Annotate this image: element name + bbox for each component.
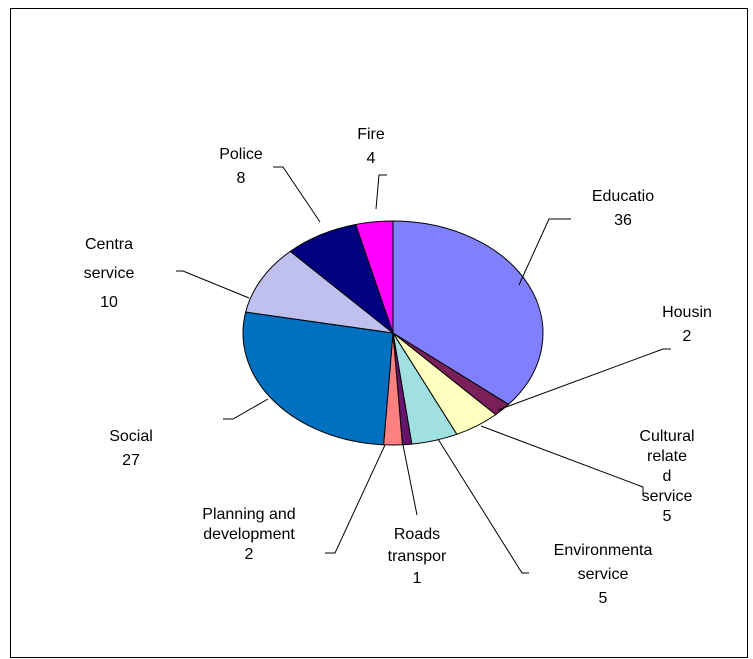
- data-label: Planning and development 2: [202, 506, 295, 563]
- leader-line: [223, 398, 269, 420]
- data-label-text: Police: [219, 146, 263, 163]
- leader-line: [325, 444, 386, 554]
- data-label-value: 2: [245, 546, 254, 563]
- data-label-value: 8: [237, 170, 246, 187]
- data-label-text: Environmenta: [554, 542, 653, 559]
- data-label-text: transpor: [388, 548, 447, 565]
- pie-slice: [392, 220, 544, 406]
- leader-line: [176, 270, 250, 299]
- leader-line: [518, 218, 571, 286]
- leader-line: [402, 444, 418, 516]
- data-label-value: 10: [100, 294, 118, 311]
- data-label-text: Housin: [662, 304, 712, 321]
- leader-line: [497, 348, 671, 411]
- data-label-text: Social: [109, 428, 153, 445]
- data-label-value: 27: [122, 452, 140, 469]
- data-label-value: 36: [614, 212, 632, 229]
- data-label-value: 4: [367, 150, 376, 167]
- data-label: Environmenta service 5: [554, 542, 653, 607]
- pie-chart: Educatio 36 Housin 2 Cultural relate d service 5…: [84, 126, 712, 607]
- data-label: Educatio 36: [592, 188, 654, 229]
- data-label-value: 5: [599, 590, 608, 607]
- leader-line: [273, 166, 321, 223]
- data-label-value: 2: [683, 328, 692, 345]
- data-label: Police 8: [219, 146, 263, 187]
- data-label-text: service: [642, 488, 693, 505]
- data-label-text: service: [84, 265, 135, 282]
- data-label: Centra service 10: [84, 236, 135, 311]
- data-label-text: Roads: [394, 526, 440, 543]
- pie-slice: [242, 311, 394, 446]
- data-label-text: development: [203, 526, 295, 543]
- data-label-value: 5: [663, 508, 672, 525]
- leader-line: [375, 174, 387, 210]
- data-label: Roads transpor 1: [388, 526, 447, 587]
- data-label-text: Planning and: [202, 506, 295, 523]
- leader-line: [480, 425, 644, 495]
- data-label-text: Fire: [357, 126, 385, 143]
- data-label: Housin 2: [662, 304, 712, 345]
- data-label-text: Centra: [85, 236, 133, 253]
- pie-slice: [355, 220, 394, 334]
- leader-line: [437, 438, 529, 574]
- data-label-value: 1: [413, 570, 422, 587]
- data-label-text: Educatio: [592, 188, 654, 205]
- data-label: Social 27: [109, 428, 153, 469]
- data-label-text: Cultural: [639, 428, 694, 445]
- data-label: Fire 4: [357, 126, 385, 167]
- data-label-text: service: [578, 566, 629, 583]
- data-label-text: d: [663, 468, 672, 485]
- chart-frame: Educatio 36 Housin 2 Cultural relate d service 5…: [10, 8, 748, 658]
- pie-slice: [245, 250, 395, 334]
- data-label-text: relate: [647, 448, 687, 465]
- data-label: Cultural relate d service 5: [639, 428, 694, 525]
